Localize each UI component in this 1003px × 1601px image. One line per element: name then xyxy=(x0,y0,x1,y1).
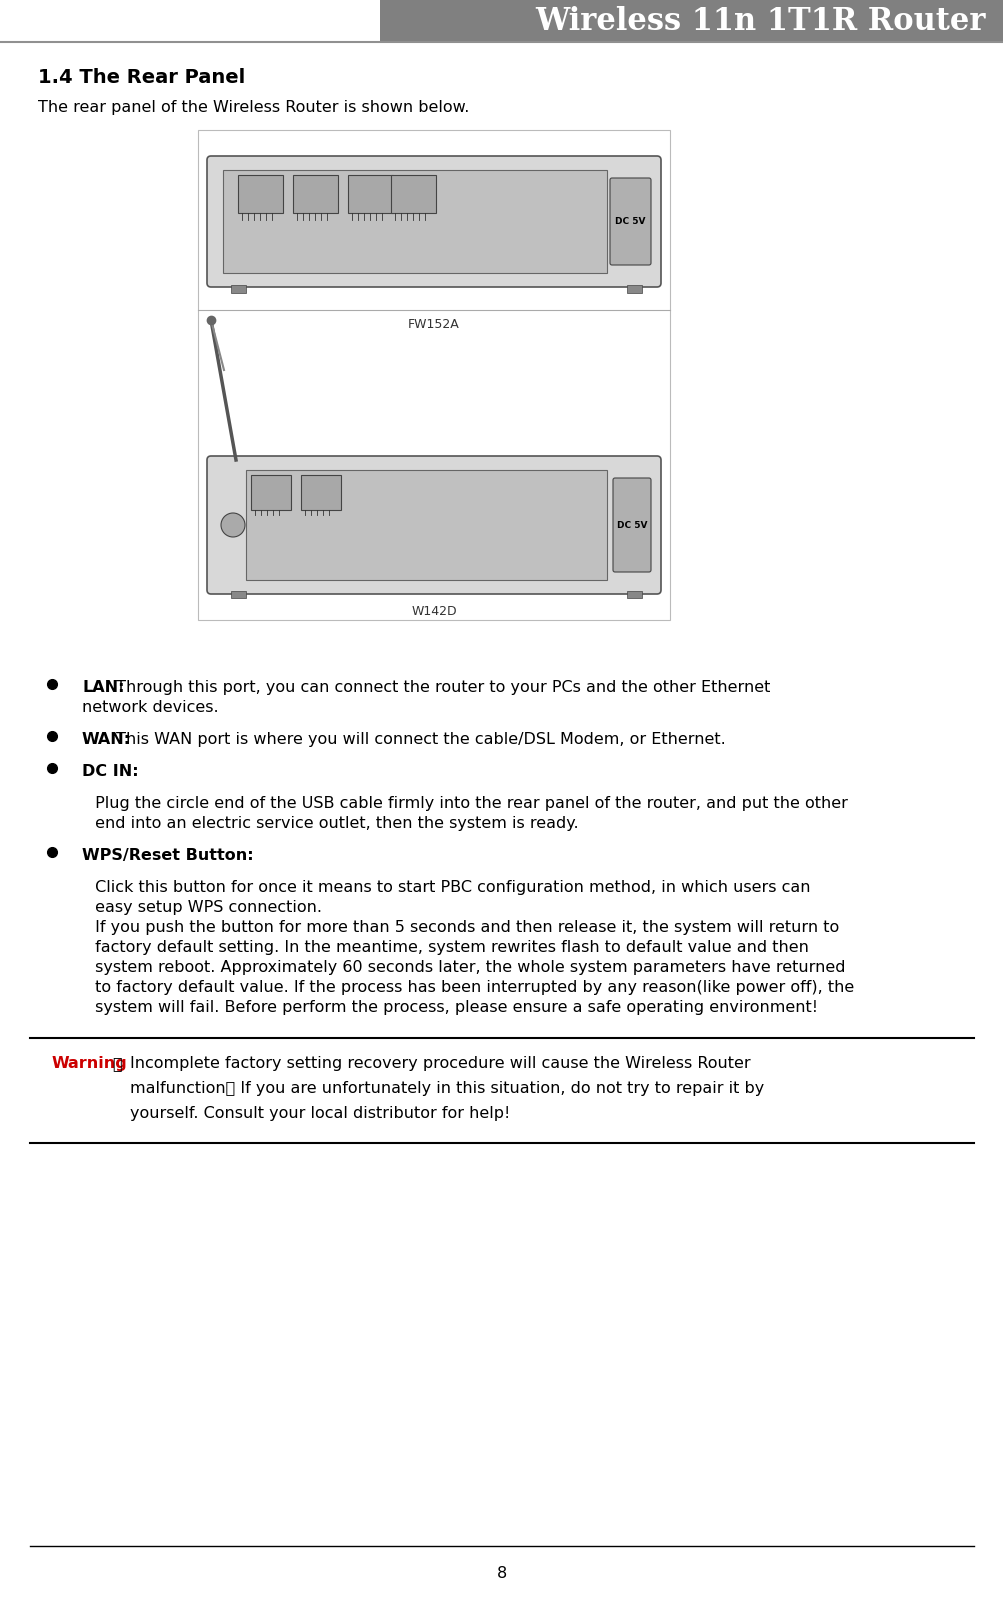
Circle shape xyxy=(221,512,245,536)
FancyBboxPatch shape xyxy=(348,175,392,213)
Text: malfunction！ If you are unfortunately in this situation, do not try to repair it: malfunction！ If you are unfortunately in… xyxy=(129,1081,763,1097)
Text: W142D: W142D xyxy=(411,605,456,618)
Text: DC 5V: DC 5V xyxy=(615,218,645,226)
Text: Through this port, you can connect the router to your PCs and the other Ethernet: Through this port, you can connect the r… xyxy=(110,680,769,695)
Text: system will fail. Before perform the process, please ensure a safe operating env: system will fail. Before perform the pro… xyxy=(90,1001,817,1015)
Text: Plug the circle end of the USB cable firmly into the rear panel of the router, a: Plug the circle end of the USB cable fir… xyxy=(90,796,847,812)
Text: FW152A: FW152A xyxy=(407,319,459,331)
FancyBboxPatch shape xyxy=(293,175,338,213)
Bar xyxy=(198,130,669,620)
Bar xyxy=(231,591,246,599)
Text: If you push the button for more than 5 seconds and then release it, the system w: If you push the button for more than 5 s… xyxy=(90,921,839,935)
Text: The rear panel of the Wireless Router is shown below.: The rear panel of the Wireless Router is… xyxy=(38,99,469,115)
FancyBboxPatch shape xyxy=(207,456,660,594)
FancyBboxPatch shape xyxy=(246,471,607,580)
Text: easy setup WPS connection.: easy setup WPS connection. xyxy=(90,900,322,916)
FancyBboxPatch shape xyxy=(238,175,283,213)
Bar xyxy=(379,0,1003,42)
FancyBboxPatch shape xyxy=(251,475,291,511)
Text: yourself. Consult your local distributor for help!: yourself. Consult your local distributor… xyxy=(129,1106,510,1121)
Text: ：: ： xyxy=(112,1057,121,1071)
FancyBboxPatch shape xyxy=(301,475,341,511)
Text: to factory default value. If the process has been interrupted by any reason(like: to factory default value. If the process… xyxy=(90,980,854,994)
Bar xyxy=(627,591,641,599)
Text: Incomplete factory setting recovery procedure will cause the Wireless Router: Incomplete factory setting recovery proc… xyxy=(129,1057,750,1071)
Text: factory default setting. In the meantime, system rewrites flash to default value: factory default setting. In the meantime… xyxy=(90,940,808,956)
Text: 8: 8 xyxy=(496,1566,507,1582)
Text: WAN:: WAN: xyxy=(82,732,131,748)
Text: Warning: Warning xyxy=(52,1057,127,1071)
FancyBboxPatch shape xyxy=(223,170,607,274)
Text: WPS/Reset Button:: WPS/Reset Button: xyxy=(82,849,254,863)
FancyBboxPatch shape xyxy=(613,479,650,572)
FancyBboxPatch shape xyxy=(610,178,650,266)
FancyBboxPatch shape xyxy=(207,155,660,287)
FancyBboxPatch shape xyxy=(390,175,435,213)
Text: end into an electric service outlet, then the system is ready.: end into an electric service outlet, the… xyxy=(90,817,578,831)
Text: system reboot. Approximately 60 seconds later, the whole system parameters have : system reboot. Approximately 60 seconds … xyxy=(90,961,845,975)
Text: LAN:: LAN: xyxy=(82,680,124,695)
Text: Click this button for once it means to start PBC configuration method, in which : Click this button for once it means to s… xyxy=(90,881,809,895)
Text: Wireless 11n 1T1R Router: Wireless 11n 1T1R Router xyxy=(535,5,985,37)
Text: 1.4 The Rear Panel: 1.4 The Rear Panel xyxy=(38,67,245,86)
Bar xyxy=(627,285,641,293)
Bar xyxy=(231,285,246,293)
Text: network devices.: network devices. xyxy=(82,700,219,716)
Text: DC 5V: DC 5V xyxy=(616,520,647,530)
Text: This WAN port is where you will connect the cable/DSL Modem, or Ethernet.: This WAN port is where you will connect … xyxy=(110,732,724,748)
Text: DC IN:: DC IN: xyxy=(82,764,138,780)
